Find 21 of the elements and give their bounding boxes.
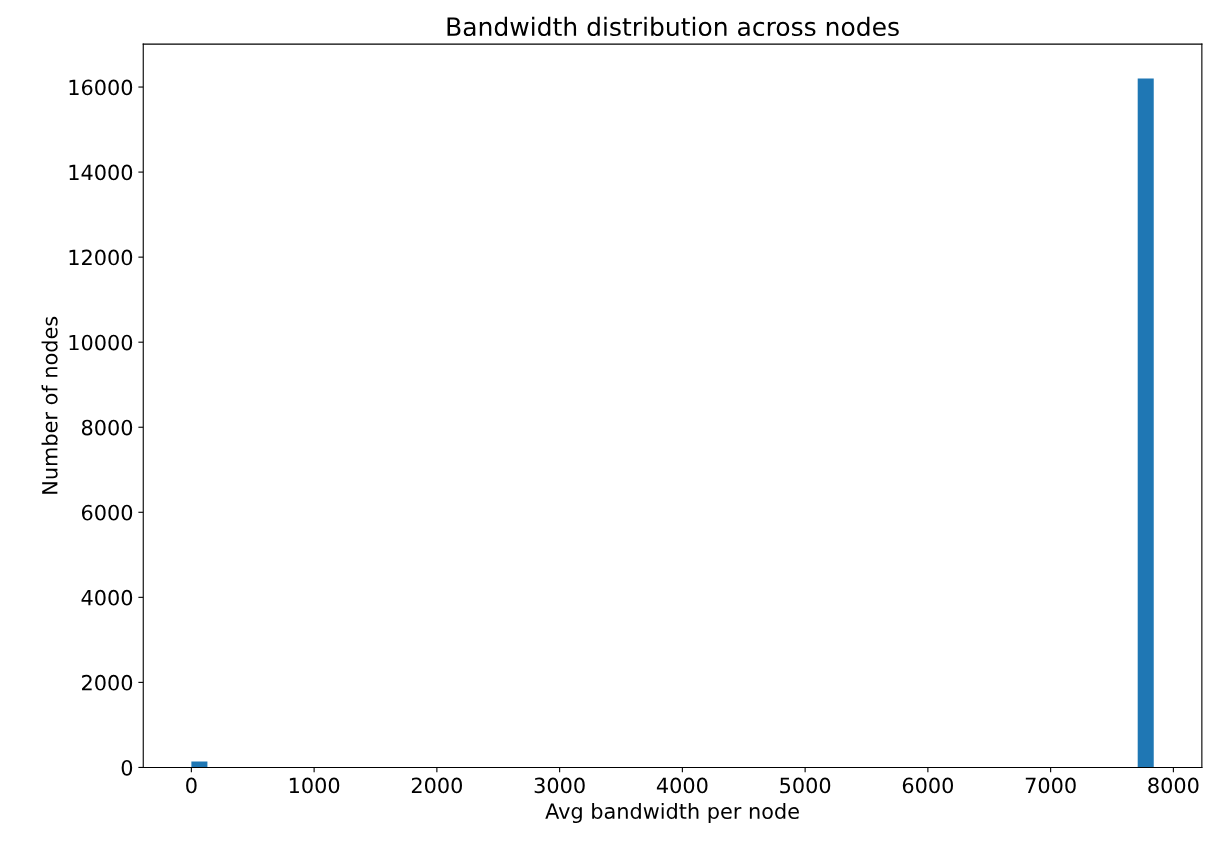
y-tick-label: 12000 <box>69 249 133 266</box>
y-tick-label: 14000 <box>69 164 133 181</box>
x-tick-label: 0 <box>186 777 197 794</box>
y-tick-label: 0 <box>121 759 133 776</box>
y-tick-label: 16000 <box>69 79 133 96</box>
x-tick-label: 7000 <box>1025 777 1076 794</box>
x-axis-title: Avg bandwidth per node <box>545 802 799 824</box>
x-tick-label: 8000 <box>1148 777 1199 794</box>
x-tick-label: 1000 <box>289 777 340 794</box>
y-tick-label: 6000 <box>81 504 133 521</box>
y-tick-label: 10000 <box>69 334 133 351</box>
chart-title: Bandwidth distribution across nodes <box>447 16 899 37</box>
x-tick-label: 4000 <box>656 777 708 794</box>
x-tick-label: 2000 <box>411 777 462 794</box>
y-tick-label: 2000 <box>82 674 133 691</box>
x-tick-label: 5000 <box>780 777 831 794</box>
y-axis-title: Number of nodes <box>41 316 58 494</box>
x-tick-label: 3000 <box>534 777 585 794</box>
x-tick-label: 6000 <box>902 777 953 794</box>
y-tick-label: 4000 <box>81 589 133 606</box>
y-tick-label: 8000 <box>81 419 133 436</box>
